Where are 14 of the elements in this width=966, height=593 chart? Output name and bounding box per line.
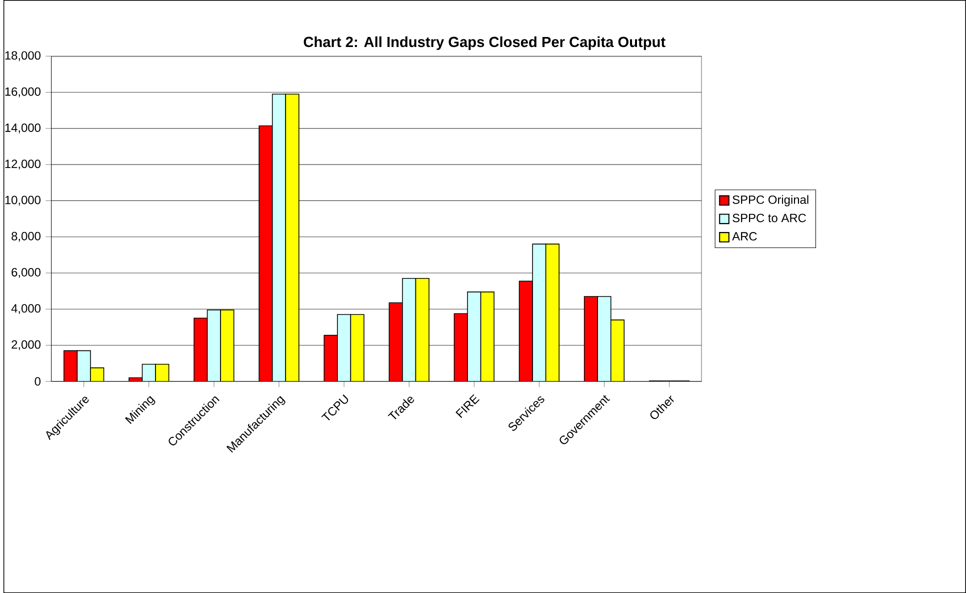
y-tick-label: 6,000 bbox=[12, 268, 40, 278]
y-tick-label: 8,000 bbox=[12, 232, 40, 242]
y-tick-label: 10,000 bbox=[5, 196, 40, 206]
chart-title: Chart 2: All Industry Gaps Closed Per Capita Output bbox=[304, 36, 666, 50]
legend-label: ARC bbox=[732, 232, 757, 240]
y-tick-label: 2,000 bbox=[12, 340, 40, 350]
legend-label: SPPC to ARC bbox=[732, 214, 806, 222]
y-tick-label: 4,000 bbox=[11, 304, 40, 314]
y-tick-label: 16,000 bbox=[5, 87, 40, 98]
legend-label: SPPC Original bbox=[732, 195, 808, 206]
y-tick-label: 0 bbox=[34, 377, 41, 386]
y-tick-label: 18,000 bbox=[5, 51, 40, 61]
y-tick-label: 14,000 bbox=[5, 123, 40, 134]
y-tick-label: 12,000 bbox=[5, 160, 40, 170]
